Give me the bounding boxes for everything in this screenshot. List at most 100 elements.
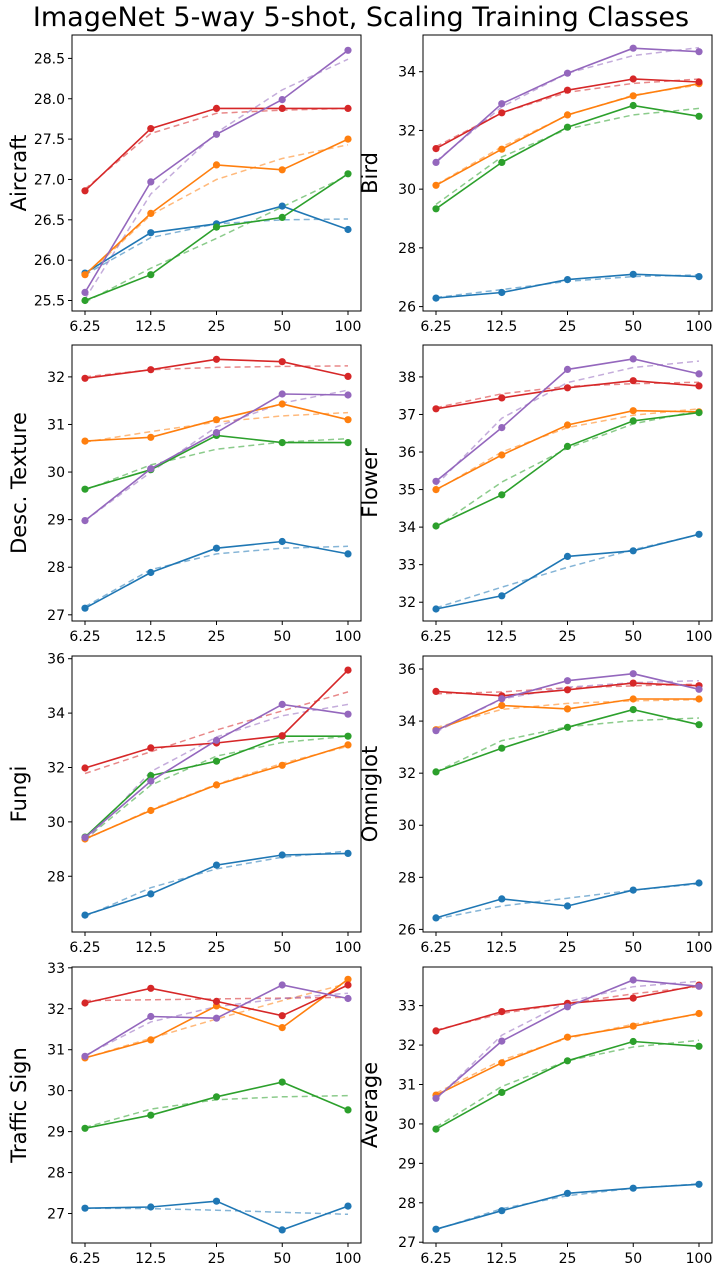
data-point-purple [629, 670, 637, 678]
data-point-orange [629, 695, 637, 703]
y-tick-label: 26.0 [34, 253, 65, 269]
x-tick-label: 25 [559, 629, 577, 645]
data-point-blue [563, 1189, 572, 1197]
data-point-purple [278, 390, 286, 398]
x-tick-label: 25 [559, 940, 577, 956]
data-point-blue [81, 604, 89, 612]
y-tick-label: 33 [398, 558, 416, 574]
x-tick-label: 50 [273, 629, 291, 645]
data-point-purple [81, 517, 89, 525]
data-point-purple [147, 465, 155, 473]
fit-curve-green [435, 1039, 700, 1128]
fit-curve-orange [435, 84, 700, 186]
subplot-bird: 26 28 30 32 34 6.25 12.5 25 50 100 Bird [358, 34, 713, 335]
data-point-green [344, 439, 352, 447]
y-tick-label: 28 [398, 241, 416, 257]
data-point-orange [695, 1009, 703, 1018]
subplot-average: 27 28 29 30 31 32 33 6.25 12.5 25 50 100 Average [358, 966, 713, 1267]
fit-curve-green [435, 107, 700, 206]
data-point-green [432, 522, 440, 530]
data-point-blue [695, 273, 703, 281]
data-point-red [432, 405, 440, 413]
data-point-blue [629, 886, 637, 894]
data-point-green [629, 1037, 637, 1046]
data-point-red [629, 679, 637, 687]
data-point-blue [212, 1197, 221, 1205]
x-tick-label: 6.25 [69, 940, 100, 956]
y-axis-label: Average [358, 1062, 382, 1148]
y-tick-label: 25.5 [34, 294, 65, 310]
y-tick-label: 30 [47, 815, 65, 831]
x-tick-label: 6.25 [420, 629, 451, 645]
data-point-green [344, 732, 352, 740]
data-point-purple [563, 69, 572, 77]
data-point-purple [498, 100, 506, 108]
data-point-red [212, 104, 221, 112]
data-point-green [563, 723, 572, 731]
y-axis-label: Fungi [7, 766, 31, 823]
data-point-red [629, 75, 637, 83]
y-tick-label: 28.0 [34, 92, 65, 108]
data-point-green [695, 1042, 703, 1050]
x-tick-label: 100 [335, 629, 362, 645]
data-point-purple [563, 1003, 572, 1011]
data-point-purple [498, 424, 506, 432]
data-point-green [563, 1057, 572, 1065]
data-point-purple [81, 1052, 89, 1060]
data-point-orange [81, 437, 89, 445]
data-point-green [498, 491, 506, 499]
subplot-fungi: 28 30 32 34 36 6.25 12.5 25 50 100 Fungi [7, 652, 362, 956]
data-point-blue [563, 276, 572, 284]
data-point-blue [212, 861, 221, 869]
data-point-orange [629, 92, 637, 100]
x-tick-label: 100 [686, 319, 713, 335]
fit-curve-blue [84, 1207, 349, 1216]
y-tick-label: 32 [398, 595, 416, 611]
data-point-purple [344, 710, 352, 718]
data-point-orange [278, 1024, 286, 1032]
data-point-orange [629, 407, 637, 415]
series-line-orange [435, 82, 700, 187]
data-point-green [147, 271, 155, 279]
y-axis-label: Bird [358, 152, 382, 194]
series-line-red [84, 107, 348, 192]
data-point-red [344, 104, 352, 112]
data-point-green [695, 112, 703, 120]
data-point-blue [629, 547, 637, 555]
data-point-orange [563, 421, 572, 429]
series-line-green [435, 1040, 700, 1130]
y-tick-label: 34 [398, 714, 416, 730]
x-tick-label: 12.5 [135, 319, 166, 335]
data-point-orange [432, 486, 440, 494]
figure-title: ImageNet 5-way 5-shot, Scaling Training … [32, 2, 690, 33]
series-line-blue [435, 533, 700, 610]
y-tick-label: 29 [47, 513, 65, 529]
data-point-red [81, 187, 89, 195]
data-point-orange [344, 135, 352, 143]
data-point-green [81, 485, 89, 493]
x-tick-label: 6.25 [69, 319, 100, 335]
x-tick-label: 25 [208, 940, 226, 956]
y-tick-label: 30 [398, 818, 416, 834]
data-point-blue [344, 550, 352, 558]
data-point-orange [498, 1059, 506, 1067]
data-point-red [695, 382, 703, 390]
data-point-purple [81, 288, 89, 296]
fit-curve-purple [435, 360, 700, 486]
y-tick-label: 28 [47, 869, 65, 885]
data-point-red [432, 687, 440, 696]
y-tick-label: 26 [398, 300, 416, 316]
data-point-blue [498, 1207, 506, 1215]
data-point-red [344, 666, 352, 674]
fit-curve-blue [435, 533, 700, 609]
y-axis-label: Traffic Sign [7, 1047, 31, 1164]
series-line-purple [84, 49, 349, 293]
data-point-blue [432, 294, 440, 302]
data-point-green [147, 772, 155, 780]
data-point-blue [344, 1202, 352, 1210]
data-point-red [498, 1008, 506, 1016]
y-tick-label: 30 [398, 182, 416, 198]
data-point-orange [695, 695, 703, 703]
data-point-blue [147, 890, 155, 898]
x-tick-label: 25 [208, 319, 226, 335]
